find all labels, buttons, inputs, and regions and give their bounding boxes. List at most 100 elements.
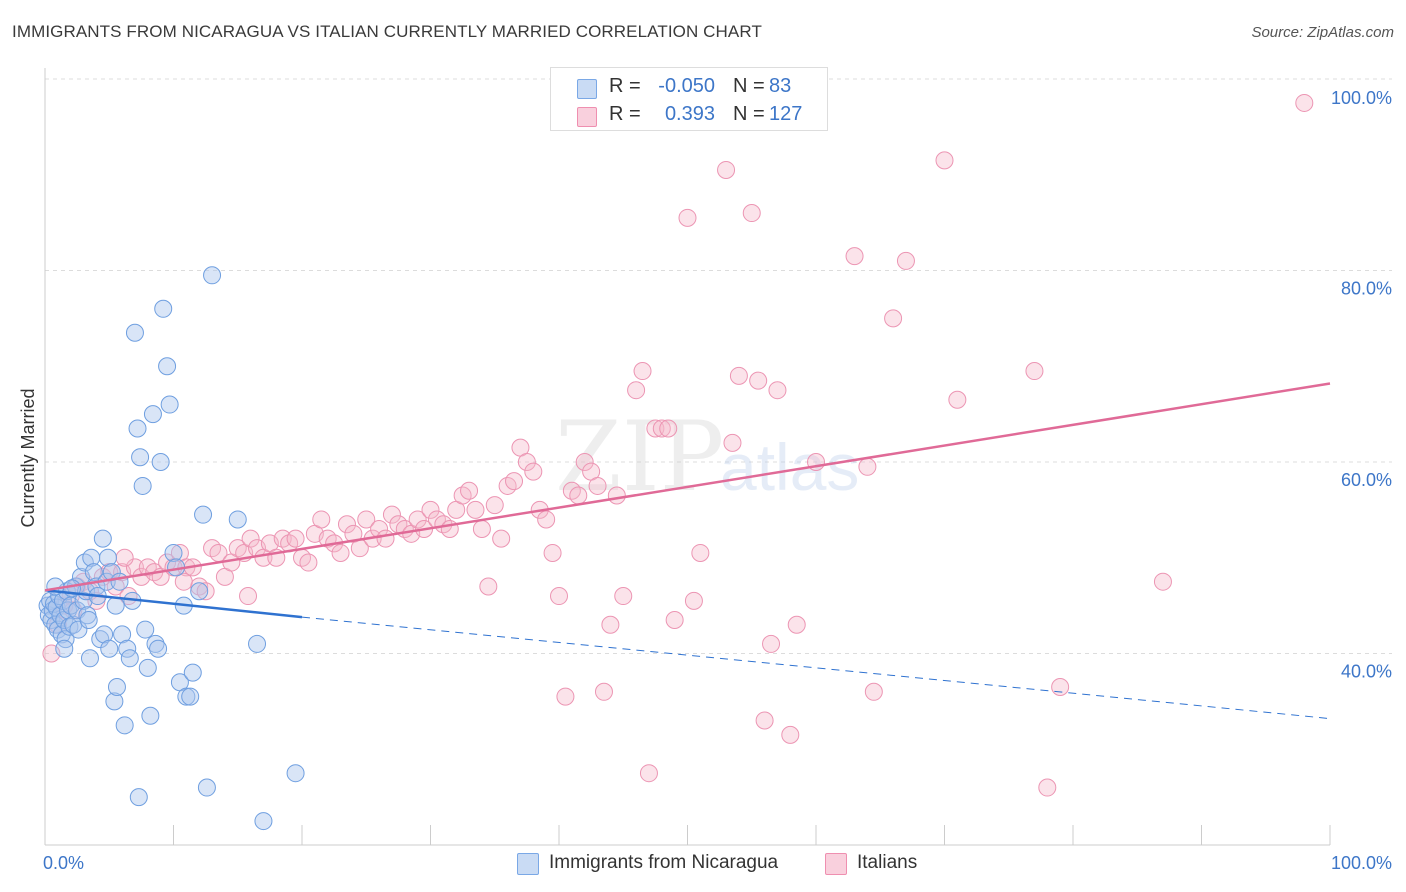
point-italians: [678, 208, 697, 227]
point-italians: [665, 610, 684, 629]
point-nicaragua: [133, 476, 152, 495]
point-nicaragua: [136, 620, 155, 639]
legend-r-label: R =: [609, 75, 641, 97]
gridlines: [45, 78, 1392, 654]
point-italians: [749, 371, 768, 390]
point-italians: [543, 543, 562, 562]
point-italians: [196, 582, 215, 601]
y-axis-title: Currently Married: [18, 388, 38, 527]
point-nicaragua: [55, 639, 74, 658]
y-tick-label: 80.0%: [1341, 279, 1392, 299]
point-italians: [472, 520, 491, 539]
bottom-legend-swatch-nicaragua: [517, 853, 539, 875]
point-italians: [781, 725, 800, 744]
point-italians: [723, 433, 742, 452]
point-nicaragua: [138, 658, 157, 677]
point-italians: [755, 711, 774, 730]
point-italians: [896, 251, 915, 270]
point-italians: [845, 247, 864, 266]
point-italians: [884, 309, 903, 328]
point-italians: [460, 481, 479, 500]
watermark: ZIP atlas: [555, 401, 859, 513]
y-tick-label: 100.0%: [1331, 88, 1392, 108]
y-tick-label: 60.0%: [1341, 470, 1392, 490]
y-tick-label: 40.0%: [1341, 662, 1392, 682]
legend-row-italians: R = 0.393 N = 127: [551, 100, 827, 130]
point-nicaragua: [125, 323, 144, 342]
bottom-legend-swatch-italians: [825, 853, 847, 875]
point-nicaragua: [84, 563, 103, 582]
point-italians: [485, 496, 504, 515]
source-credit: Source: ZipAtlas.com: [1251, 24, 1394, 41]
point-italians: [742, 204, 761, 223]
point-italians: [1038, 778, 1057, 797]
point-italians: [357, 510, 376, 529]
legend-r-value: -0.050: [658, 75, 715, 97]
trend-line-italians: [44, 382, 1331, 592]
chart-title: IMMIGRANTS FROM NICARAGUA VS ITALIAN CUR…: [12, 22, 762, 41]
point-italians: [466, 500, 485, 519]
point-italians: [408, 510, 427, 529]
point-italians: [337, 515, 356, 534]
point-italians: [174, 572, 193, 591]
point-italians: [691, 543, 710, 562]
point-nicaragua: [177, 687, 196, 706]
point-italians: [768, 381, 787, 400]
point-nicaragua: [160, 395, 179, 414]
point-italians: [729, 366, 748, 385]
point-italians: [331, 543, 350, 562]
point-nicaragua: [98, 548, 117, 567]
point-nicaragua: [128, 419, 147, 438]
point-italians: [858, 457, 877, 476]
legend-r-label: R =: [609, 103, 641, 125]
point-italians: [569, 486, 588, 505]
point-italians: [717, 160, 736, 179]
point-italians: [421, 500, 440, 519]
point-nicaragua: [181, 687, 200, 706]
point-nicaragua: [110, 572, 129, 591]
point-italians: [1153, 572, 1172, 591]
trend-lines: [44, 382, 1331, 720]
legend-row-nicaragua: R = -0.050 N = 83: [551, 72, 827, 102]
point-italians: [550, 587, 568, 606]
point-nicaragua: [113, 625, 132, 644]
bottom-legend-label-nicaragua: Immigrants from Nicaragua: [549, 852, 779, 873]
point-italians: [505, 472, 524, 491]
point-italians: [492, 529, 511, 548]
legend-swatch-nicaragua: [577, 79, 597, 99]
point-italians: [633, 362, 652, 381]
point-italians: [594, 682, 613, 701]
point-nicaragua: [79, 610, 98, 629]
point-nicaragua: [107, 678, 126, 697]
point-nicaragua: [100, 639, 119, 658]
point-nicaragua: [286, 764, 305, 783]
bottom-legend-label-italians: Italians: [857, 852, 918, 873]
point-italians: [376, 529, 395, 548]
point-nicaragua: [95, 625, 114, 644]
axis-labels: 40.0% 60.0% 80.0% 100.0% 0.0% 100.0% Currently…: [18, 88, 1392, 873]
point-italians: [652, 419, 671, 438]
point-italians: [1295, 93, 1314, 112]
point-italians: [575, 453, 594, 471]
point-nicaragua: [228, 510, 247, 529]
point-italians: [286, 529, 305, 548]
stats-legend: R = -0.050 N = 83 R = 0.393 N = 127: [550, 67, 828, 131]
point-italians: [239, 587, 258, 606]
legend-swatch-italians: [577, 107, 597, 127]
point-italians: [517, 453, 536, 471]
point-italians: [1025, 362, 1044, 381]
legend-n-value: 83: [769, 75, 792, 97]
point-italians: [588, 476, 607, 495]
point-italians: [935, 151, 954, 170]
point-nicaragua: [248, 634, 267, 653]
point-italians: [627, 381, 646, 400]
point-nicaragua: [141, 706, 160, 725]
point-italians: [607, 486, 626, 505]
point-nicaragua: [131, 448, 150, 467]
point-italians: [479, 577, 498, 596]
point-italians: [312, 510, 331, 529]
point-italians: [614, 587, 633, 606]
point-nicaragua: [151, 453, 170, 471]
point-italians: [864, 682, 883, 701]
